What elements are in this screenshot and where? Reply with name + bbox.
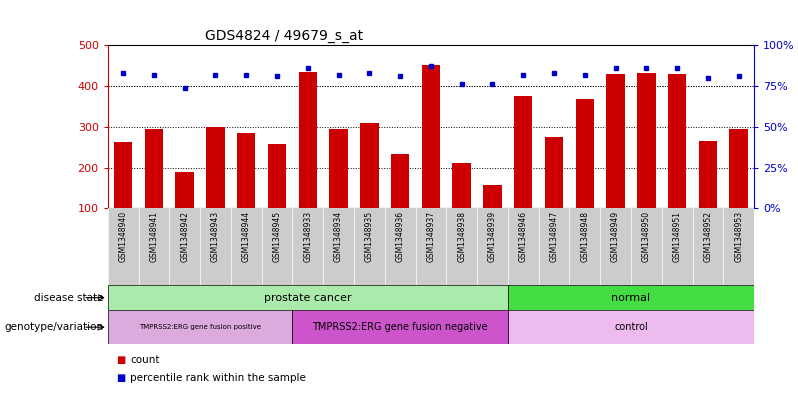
Bar bbox=[668, 74, 686, 208]
Bar bbox=[237, 133, 255, 208]
Text: GSM1348948: GSM1348948 bbox=[580, 211, 589, 262]
Bar bbox=[330, 129, 348, 208]
Text: TMPRSS2:ERG gene fusion positive: TMPRSS2:ERG gene fusion positive bbox=[139, 324, 261, 330]
Bar bbox=[108, 285, 508, 310]
Text: count: count bbox=[130, 355, 160, 365]
Text: GSM1348953: GSM1348953 bbox=[734, 211, 743, 262]
Text: GSM1348935: GSM1348935 bbox=[365, 211, 373, 262]
Bar bbox=[144, 129, 163, 208]
Text: ■: ■ bbox=[116, 373, 125, 383]
Text: normal: normal bbox=[611, 293, 650, 303]
Text: GSM1348933: GSM1348933 bbox=[303, 211, 312, 262]
Bar bbox=[508, 285, 754, 310]
Text: control: control bbox=[614, 322, 648, 332]
Text: GSM1348934: GSM1348934 bbox=[334, 211, 343, 262]
Text: GSM1348951: GSM1348951 bbox=[673, 211, 681, 262]
Bar bbox=[176, 173, 194, 208]
Bar bbox=[360, 123, 378, 208]
Bar bbox=[206, 127, 225, 208]
Text: GSM1348946: GSM1348946 bbox=[519, 211, 527, 262]
Bar bbox=[606, 74, 625, 208]
Text: GSM1348947: GSM1348947 bbox=[550, 211, 559, 262]
Bar bbox=[575, 99, 594, 208]
Bar bbox=[508, 310, 754, 344]
Text: disease state: disease state bbox=[34, 293, 104, 303]
Text: GSM1348950: GSM1348950 bbox=[642, 211, 651, 262]
Bar bbox=[114, 142, 132, 208]
Text: GSM1348941: GSM1348941 bbox=[149, 211, 158, 262]
Bar bbox=[545, 137, 563, 208]
Text: GSM1348937: GSM1348937 bbox=[426, 211, 436, 262]
Text: GSM1348939: GSM1348939 bbox=[488, 211, 497, 262]
Bar bbox=[452, 163, 471, 208]
Text: GSM1348942: GSM1348942 bbox=[180, 211, 189, 262]
Bar bbox=[729, 129, 748, 208]
Text: GSM1348936: GSM1348936 bbox=[396, 211, 405, 262]
Text: percentile rank within the sample: percentile rank within the sample bbox=[130, 373, 306, 383]
Text: GSM1348952: GSM1348952 bbox=[704, 211, 713, 262]
Bar bbox=[637, 73, 656, 208]
Bar bbox=[421, 65, 440, 208]
Text: ■: ■ bbox=[116, 355, 125, 365]
Text: GSM1348943: GSM1348943 bbox=[211, 211, 220, 262]
Bar bbox=[268, 144, 286, 208]
Bar bbox=[514, 96, 532, 208]
Bar bbox=[108, 310, 292, 344]
Bar bbox=[298, 72, 317, 208]
Text: GSM1348940: GSM1348940 bbox=[119, 211, 128, 262]
Bar bbox=[292, 310, 508, 344]
Bar bbox=[391, 154, 409, 208]
Text: prostate cancer: prostate cancer bbox=[264, 293, 352, 303]
Text: genotype/variation: genotype/variation bbox=[5, 322, 104, 332]
Text: GSM1348945: GSM1348945 bbox=[273, 211, 282, 262]
Text: GSM1348938: GSM1348938 bbox=[457, 211, 466, 262]
Bar bbox=[484, 185, 502, 208]
Text: GSM1348949: GSM1348949 bbox=[611, 211, 620, 262]
Text: GSM1348944: GSM1348944 bbox=[242, 211, 251, 262]
Bar bbox=[699, 141, 717, 208]
Text: TMPRSS2:ERG gene fusion negative: TMPRSS2:ERG gene fusion negative bbox=[312, 322, 488, 332]
Text: GDS4824 / 49679_s_at: GDS4824 / 49679_s_at bbox=[204, 29, 363, 43]
